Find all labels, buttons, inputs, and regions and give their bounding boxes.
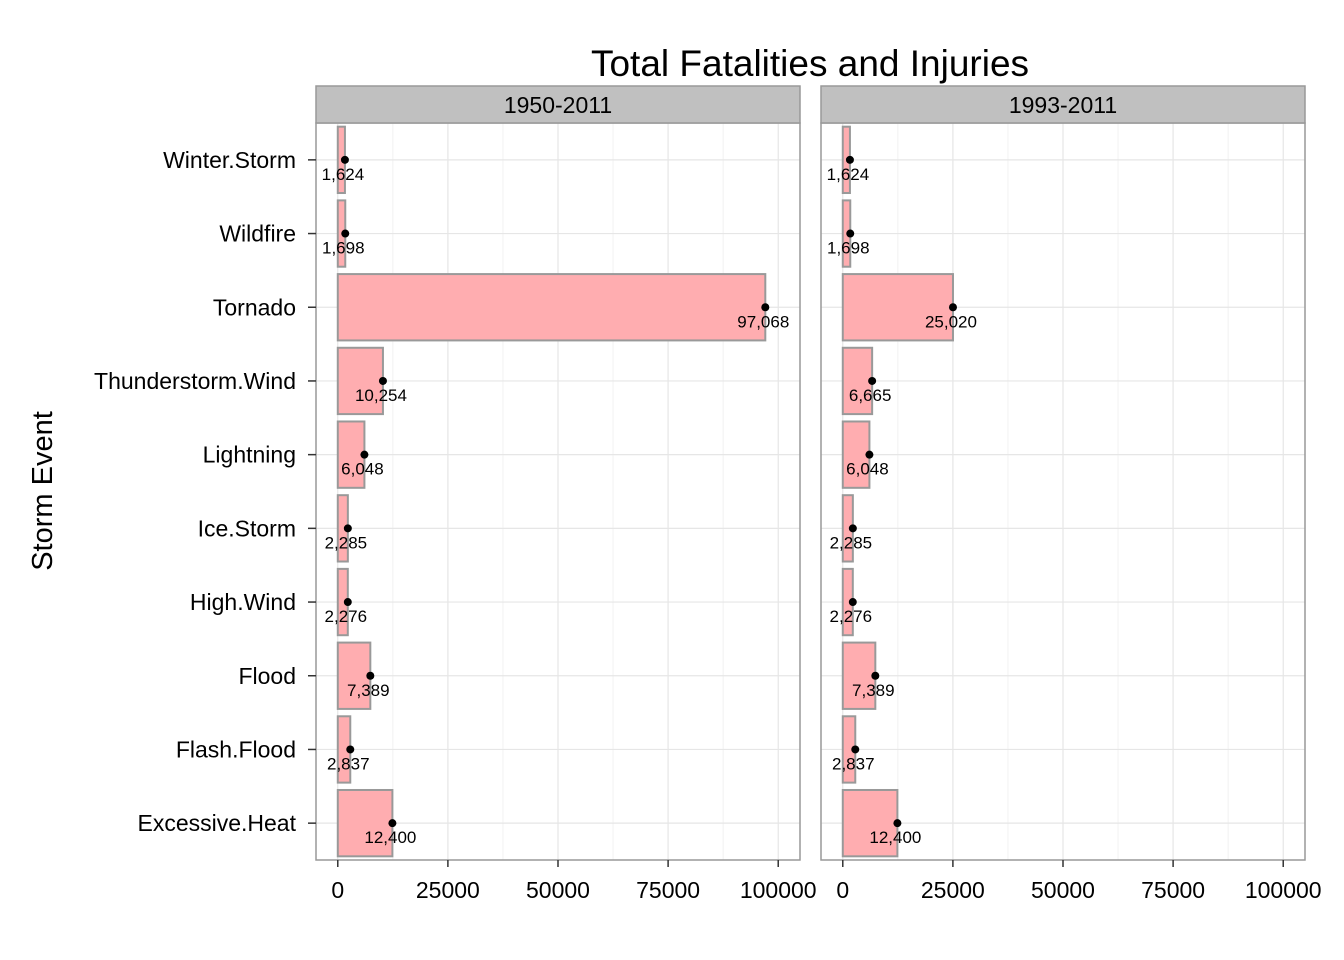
y-tick-label: Flood [238, 663, 296, 689]
y-axis-title: Storm Event [27, 411, 59, 571]
data-label: 2,276 [325, 607, 368, 626]
y-tick-label: Wildfire [219, 221, 296, 247]
value-point [346, 745, 355, 754]
x-tick-label: 25000 [921, 877, 985, 903]
data-label: 1,624 [827, 165, 870, 184]
data-label: 97,068 [737, 312, 789, 331]
data-label: 12,400 [364, 828, 416, 847]
value-point [893, 819, 902, 828]
x-tick-label: 100000 [1245, 877, 1322, 903]
plot-area: 1,624 1,698 97,068 10,254 6,048 2,285 2,276 7,3… [94, 85, 1322, 903]
bar-excessive-heat [336, 788, 394, 858]
data-label: 6,048 [846, 460, 889, 479]
value-point [948, 303, 957, 312]
data-label: 6,665 [849, 386, 892, 405]
chart-title: Total Fatalities and Injuries [591, 43, 1029, 84]
bar-lightning [841, 420, 871, 489]
data-label: 7,389 [852, 681, 895, 700]
y-tick-label: Tornado [213, 294, 296, 320]
y-tick-label: Lightning [203, 442, 296, 468]
bar-tornado [841, 273, 954, 342]
x-tick-label: 75000 [1141, 877, 1205, 903]
y-tick-label: High.Wind [190, 589, 296, 615]
bar-lightning [336, 420, 366, 489]
value-point [343, 598, 352, 607]
value-point [343, 524, 352, 533]
value-point [366, 671, 375, 680]
data-label: 7,389 [347, 681, 390, 700]
data-label: 25,020 [925, 312, 977, 331]
value-point [868, 376, 877, 385]
data-label: 1,698 [827, 239, 870, 258]
value-point [761, 303, 770, 312]
facet-strip [315, 85, 801, 124]
y-tick-label: Winter.Storm [163, 147, 296, 173]
value-point [845, 155, 854, 164]
value-point [851, 745, 860, 754]
data-label: 2,276 [830, 607, 873, 626]
data-label: 1,624 [322, 165, 365, 184]
data-label: 2,285 [325, 533, 368, 552]
data-label: 12,400 [869, 828, 921, 847]
x-tick-label: 100000 [740, 877, 817, 903]
data-label: 2,837 [327, 754, 370, 773]
value-point [846, 229, 855, 238]
facet-strip-label: 1950-2011 [504, 92, 612, 118]
value-point [388, 819, 397, 828]
y-tick-label: Excessive.Heat [137, 810, 296, 836]
data-label: 2,837 [832, 754, 875, 773]
value-point [871, 671, 880, 680]
value-point [848, 524, 857, 533]
data-label: 10,254 [355, 386, 407, 405]
value-point [378, 376, 387, 385]
data-label: 1,698 [322, 239, 365, 258]
data-label: 2,285 [830, 533, 873, 552]
bar-tornado [336, 273, 767, 342]
value-point [848, 598, 857, 607]
x-tick-label: 0 [331, 877, 344, 903]
facet-strip [820, 85, 1306, 124]
y-tick-label: Flash.Flood [176, 736, 296, 762]
value-point [360, 450, 369, 459]
value-point [341, 229, 350, 238]
value-point [340, 155, 349, 164]
x-tick-label: 25000 [416, 877, 480, 903]
y-tick-label: Thunderstorm.Wind [94, 368, 296, 394]
x-tick-label: 50000 [1031, 877, 1095, 903]
x-tick-label: 50000 [526, 877, 590, 903]
facet-strip-label: 1993-2011 [1009, 92, 1117, 118]
data-label: 6,048 [341, 460, 384, 479]
bar-thunderstorm-wind [841, 346, 874, 416]
x-tick-label: 0 [836, 877, 849, 903]
bar-flood [841, 641, 877, 710]
y-tick-label: Ice.Storm [198, 515, 296, 541]
value-point [865, 450, 874, 459]
x-tick-label: 75000 [636, 877, 700, 903]
